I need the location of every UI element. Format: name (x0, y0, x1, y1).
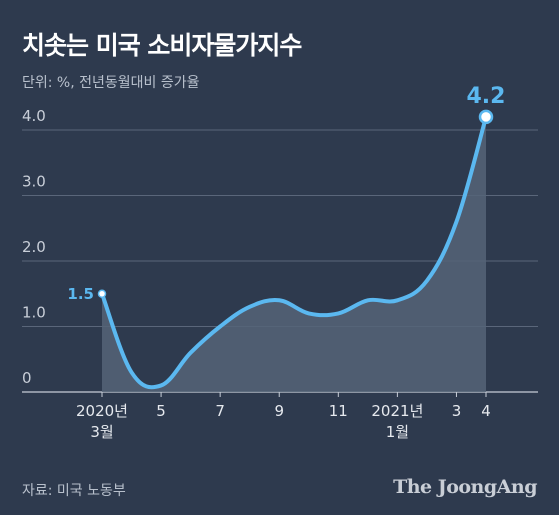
x-tick-label: 2021년 (371, 402, 423, 420)
source-note: 자료: 미국 노동부 (22, 483, 126, 499)
x-tick-sublabel: 3월 (90, 423, 113, 441)
chart-title: 치솟는 미국 소비자물가지수 (22, 31, 302, 60)
x-tick-label: 4 (481, 402, 491, 420)
y-tick-label: 2.0 (22, 238, 46, 256)
data-label: 4.2 (467, 84, 506, 109)
x-tick-label: 7 (215, 402, 225, 420)
brand-logo: The JoongAng (393, 476, 537, 498)
data-label: 1.5 (67, 285, 94, 303)
y-tick-label: 3.0 (22, 173, 46, 191)
series-line (100, 114, 488, 390)
x-tick-label: 11 (329, 402, 348, 420)
data-point (97, 289, 107, 298)
y-tick-label: 4.0 (22, 107, 46, 125)
series-area (102, 116, 486, 393)
chart-subtitle: 단위: %, 전년동월대비 증가율 (22, 75, 200, 91)
y-tick-label: 1.0 (22, 304, 46, 322)
data-point (478, 109, 494, 125)
x-tick-label: 5 (156, 402, 166, 420)
x-tick-label: 9 (274, 402, 284, 420)
y-tick-label: 0 (22, 369, 32, 387)
x-tick-label: 3 (452, 402, 462, 420)
x-tick-label: 2020년 (76, 402, 128, 420)
x-tick-sublabel: 1월 (386, 423, 409, 441)
